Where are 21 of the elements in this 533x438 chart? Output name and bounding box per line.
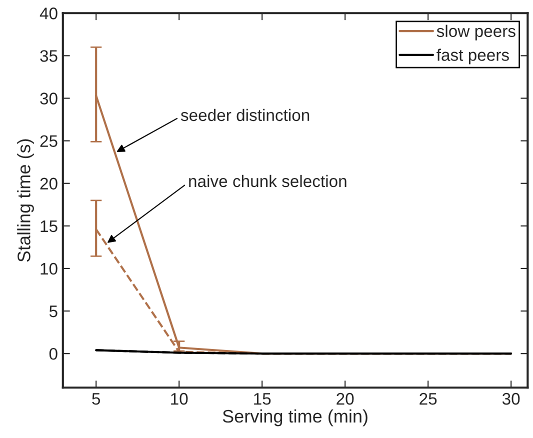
x-axis-title: Serving time (min): [222, 409, 368, 426]
x-tick-label: 20: [336, 392, 354, 405]
x-tick-label: 5: [92, 393, 100, 405]
legend-label: slow peers: [436, 24, 516, 40]
annotation: naive chunk selection: [189, 174, 346, 188]
y-tick-label: 15: [40, 220, 58, 232]
y-tick-label: 5: [49, 306, 58, 318]
x-tick-label: 15: [254, 393, 271, 405]
x-tick-label: 10: [171, 392, 188, 405]
y-tick-label: 20: [40, 178, 58, 190]
y-tick-label: 25: [40, 135, 58, 148]
y-tick-label: 10: [40, 262, 58, 275]
y-tick-label: 35: [40, 50, 58, 62]
y-axis-title: Stalling time (s): [17, 139, 34, 262]
y-tick-label: 30: [40, 92, 58, 104]
y-tick-label: 40: [40, 8, 58, 20]
y-tick-label: 0: [49, 348, 58, 360]
legend-label: fast peers: [436, 48, 509, 64]
x-tick-label: 25: [420, 392, 437, 405]
x-tick-label: 30: [502, 392, 520, 405]
annotation: seeder distinction: [180, 108, 310, 122]
